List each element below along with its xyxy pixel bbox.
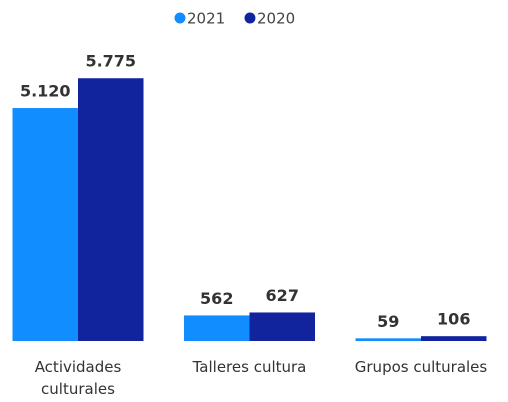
legend-label: 2020: [257, 10, 295, 28]
data-label: 5.120: [20, 82, 71, 101]
x-tick-label: Grupos culturales: [354, 358, 488, 376]
x-tick-label: Actividades culturales: [34, 358, 122, 398]
bar: [249, 312, 315, 341]
legend-marker: [244, 12, 256, 24]
legend-label: 2021: [187, 10, 225, 28]
data-label: 5.775: [85, 52, 136, 71]
bar: [78, 78, 144, 342]
data-label: 562: [200, 289, 233, 308]
bar: [355, 338, 421, 341]
x-tick-label: Talleres cultura: [192, 358, 307, 376]
data-label: 627: [266, 286, 299, 305]
data-label: 106: [437, 310, 470, 329]
legend-marker: [174, 12, 186, 24]
bar: [421, 336, 487, 341]
bar: [12, 108, 78, 341]
data-label: 59: [377, 312, 399, 331]
bar: [184, 315, 250, 341]
